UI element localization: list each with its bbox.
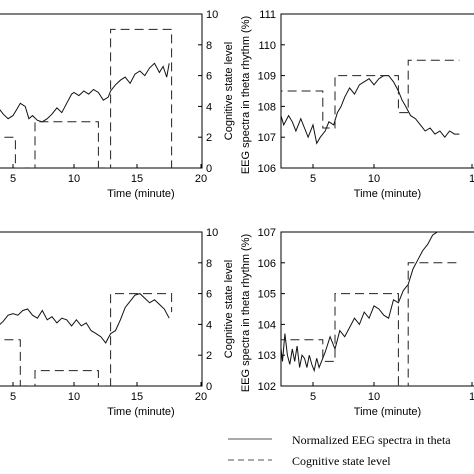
x-axis-label: Time (minute) — [107, 188, 174, 200]
y-tick-label: 110 — [258, 40, 276, 52]
y-tick-label: 106 — [258, 258, 276, 270]
x-tick-label: 5 — [310, 173, 316, 185]
cognitive-state-line — [0, 293, 173, 386]
x-tick-label: 15 — [131, 173, 143, 185]
y-tick-label: 106 — [258, 163, 276, 175]
series-group — [281, 59, 460, 145]
panel-1: 5 10 15 200 2 4 6 8 10 Time (minute) Cognitive sta… — [0, 9, 235, 200]
legend-solid-label: Normalized EEG spectra in theta — [292, 433, 451, 447]
x-tick-label: 1 — [469, 391, 474, 403]
x-axis-label: Time (minute) — [354, 406, 421, 418]
y-tick-label: 6 — [206, 71, 212, 83]
eeg-spectra-line — [281, 232, 460, 373]
y-axis-label: Cognitive state level — [223, 260, 235, 358]
eeg-spectra-line — [0, 293, 170, 344]
y-tick-label: 102 — [258, 381, 276, 393]
panel-frame — [0, 13, 203, 169]
y-tick-label: 108 — [258, 101, 276, 113]
x-tick-label: 5 — [10, 391, 16, 403]
y-tick-label: 8 — [206, 40, 212, 52]
x-tick-label: 5 — [10, 173, 16, 185]
x-tick-label: 10 — [68, 173, 80, 185]
x-tick-label: 10 — [368, 391, 380, 403]
y-tick-label: 107 — [258, 132, 276, 144]
y-tick-label: 105 — [258, 289, 276, 301]
y-tick-label: 0 — [206, 163, 212, 175]
y-tick-label: 104 — [258, 319, 276, 331]
y-axis-label: EEG spectra in theta rhythm (%) — [240, 16, 252, 174]
y-tick-label: 4 — [206, 319, 212, 331]
y-tick-label: 111 — [259, 9, 276, 21]
x-tick-label: 5 — [310, 391, 316, 403]
y-tick-label: 107 — [258, 227, 276, 239]
y-tick-label: 0 — [206, 381, 212, 393]
legend-dashed-label: Cognitive state level — [292, 454, 391, 468]
panel-frame — [0, 231, 203, 387]
eeg-spectra-line — [281, 75, 460, 145]
series-group — [281, 232, 460, 386]
y-tick-label: 10 — [206, 9, 218, 21]
cognitive-state-line — [281, 262, 460, 386]
x-tick-label: 10 — [368, 173, 380, 185]
panel-2: 5 10 1 106 107 108 109 110 111 Time (minute) EEG s… — [240, 9, 474, 200]
y-tick-label: 10 — [206, 227, 218, 239]
x-tick-label: 10 — [68, 391, 80, 403]
y-tick-label: 2 — [206, 132, 212, 144]
y-tick-label: 8 — [206, 258, 212, 270]
y-tick-label: 2 — [206, 350, 212, 362]
y-axis-label: EEG spectra in theta rhythm (%) — [240, 234, 252, 392]
x-axis-label: Time (minute) — [354, 188, 421, 200]
y-tick-label: 109 — [258, 71, 276, 83]
y-axis-label: Cognitive state level — [223, 42, 235, 140]
series-group — [0, 28, 173, 168]
panel-3: 5 10 15 200 2 4 6 8 10 Time (minute) Cognitive sta… — [0, 227, 235, 418]
cognitive-state-line — [281, 59, 460, 129]
x-axis-label: Time (minute) — [107, 406, 174, 418]
cognitive-state-line — [0, 28, 173, 168]
series-group — [0, 293, 173, 386]
y-tick-label: 6 — [206, 289, 212, 301]
y-tick-label: 103 — [258, 350, 276, 362]
x-tick-label: 15 — [131, 391, 143, 403]
x-tick-label: 20 — [195, 391, 207, 403]
y-tick-label: 4 — [206, 101, 212, 113]
eeg-spectra-line — [0, 62, 170, 123]
legend: Normalized EEG spectra in theta Cognitiv… — [228, 433, 451, 468]
panel-frame — [280, 231, 474, 387]
x-tick-label: 1 — [469, 173, 474, 185]
x-tick-label: 20 — [195, 173, 207, 185]
